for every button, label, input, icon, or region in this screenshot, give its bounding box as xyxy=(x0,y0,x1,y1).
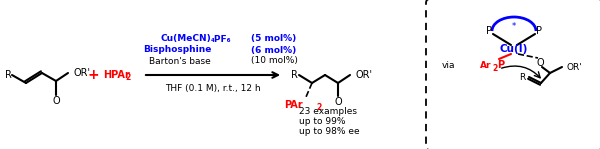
Text: up to 98% ee: up to 98% ee xyxy=(299,127,359,135)
Text: O: O xyxy=(536,58,544,68)
Text: R: R xyxy=(291,70,298,80)
Text: PAr: PAr xyxy=(284,100,303,110)
FancyBboxPatch shape xyxy=(426,0,600,149)
Text: THF (0.1 M), r.t., 12 h: THF (0.1 M), r.t., 12 h xyxy=(165,83,261,93)
Text: OR': OR' xyxy=(355,70,373,80)
Text: P: P xyxy=(536,26,542,36)
Text: HPAr: HPAr xyxy=(103,70,130,80)
Text: R: R xyxy=(519,73,525,82)
Text: 23 examples: 23 examples xyxy=(299,107,357,115)
Text: O: O xyxy=(334,97,342,107)
Text: O: O xyxy=(52,96,60,106)
Text: 2: 2 xyxy=(316,104,321,112)
Text: R: R xyxy=(5,70,12,80)
Text: (5 mol%): (5 mol%) xyxy=(251,35,296,44)
Text: ₄PF₆: ₄PF₆ xyxy=(211,35,232,44)
Text: Cu(I): Cu(I) xyxy=(500,44,528,54)
Text: Cu(MeCN): Cu(MeCN) xyxy=(160,35,211,44)
Text: 2: 2 xyxy=(125,73,130,83)
Text: P: P xyxy=(497,60,504,70)
Text: 2: 2 xyxy=(493,64,498,73)
Text: Barton's base: Barton's base xyxy=(149,56,211,66)
Text: Bisphosphine: Bisphosphine xyxy=(143,45,211,55)
Text: OR': OR' xyxy=(566,62,582,72)
Text: (10 mol%): (10 mol%) xyxy=(251,56,298,66)
Text: via: via xyxy=(442,60,455,69)
Text: OR': OR' xyxy=(74,68,91,78)
Text: (6 mol%): (6 mol%) xyxy=(251,45,296,55)
Text: +: + xyxy=(87,68,99,82)
Text: Ar: Ar xyxy=(479,60,491,69)
Text: up to 99%: up to 99% xyxy=(299,117,346,125)
Text: *: * xyxy=(512,22,516,31)
Text: P: P xyxy=(486,26,492,36)
